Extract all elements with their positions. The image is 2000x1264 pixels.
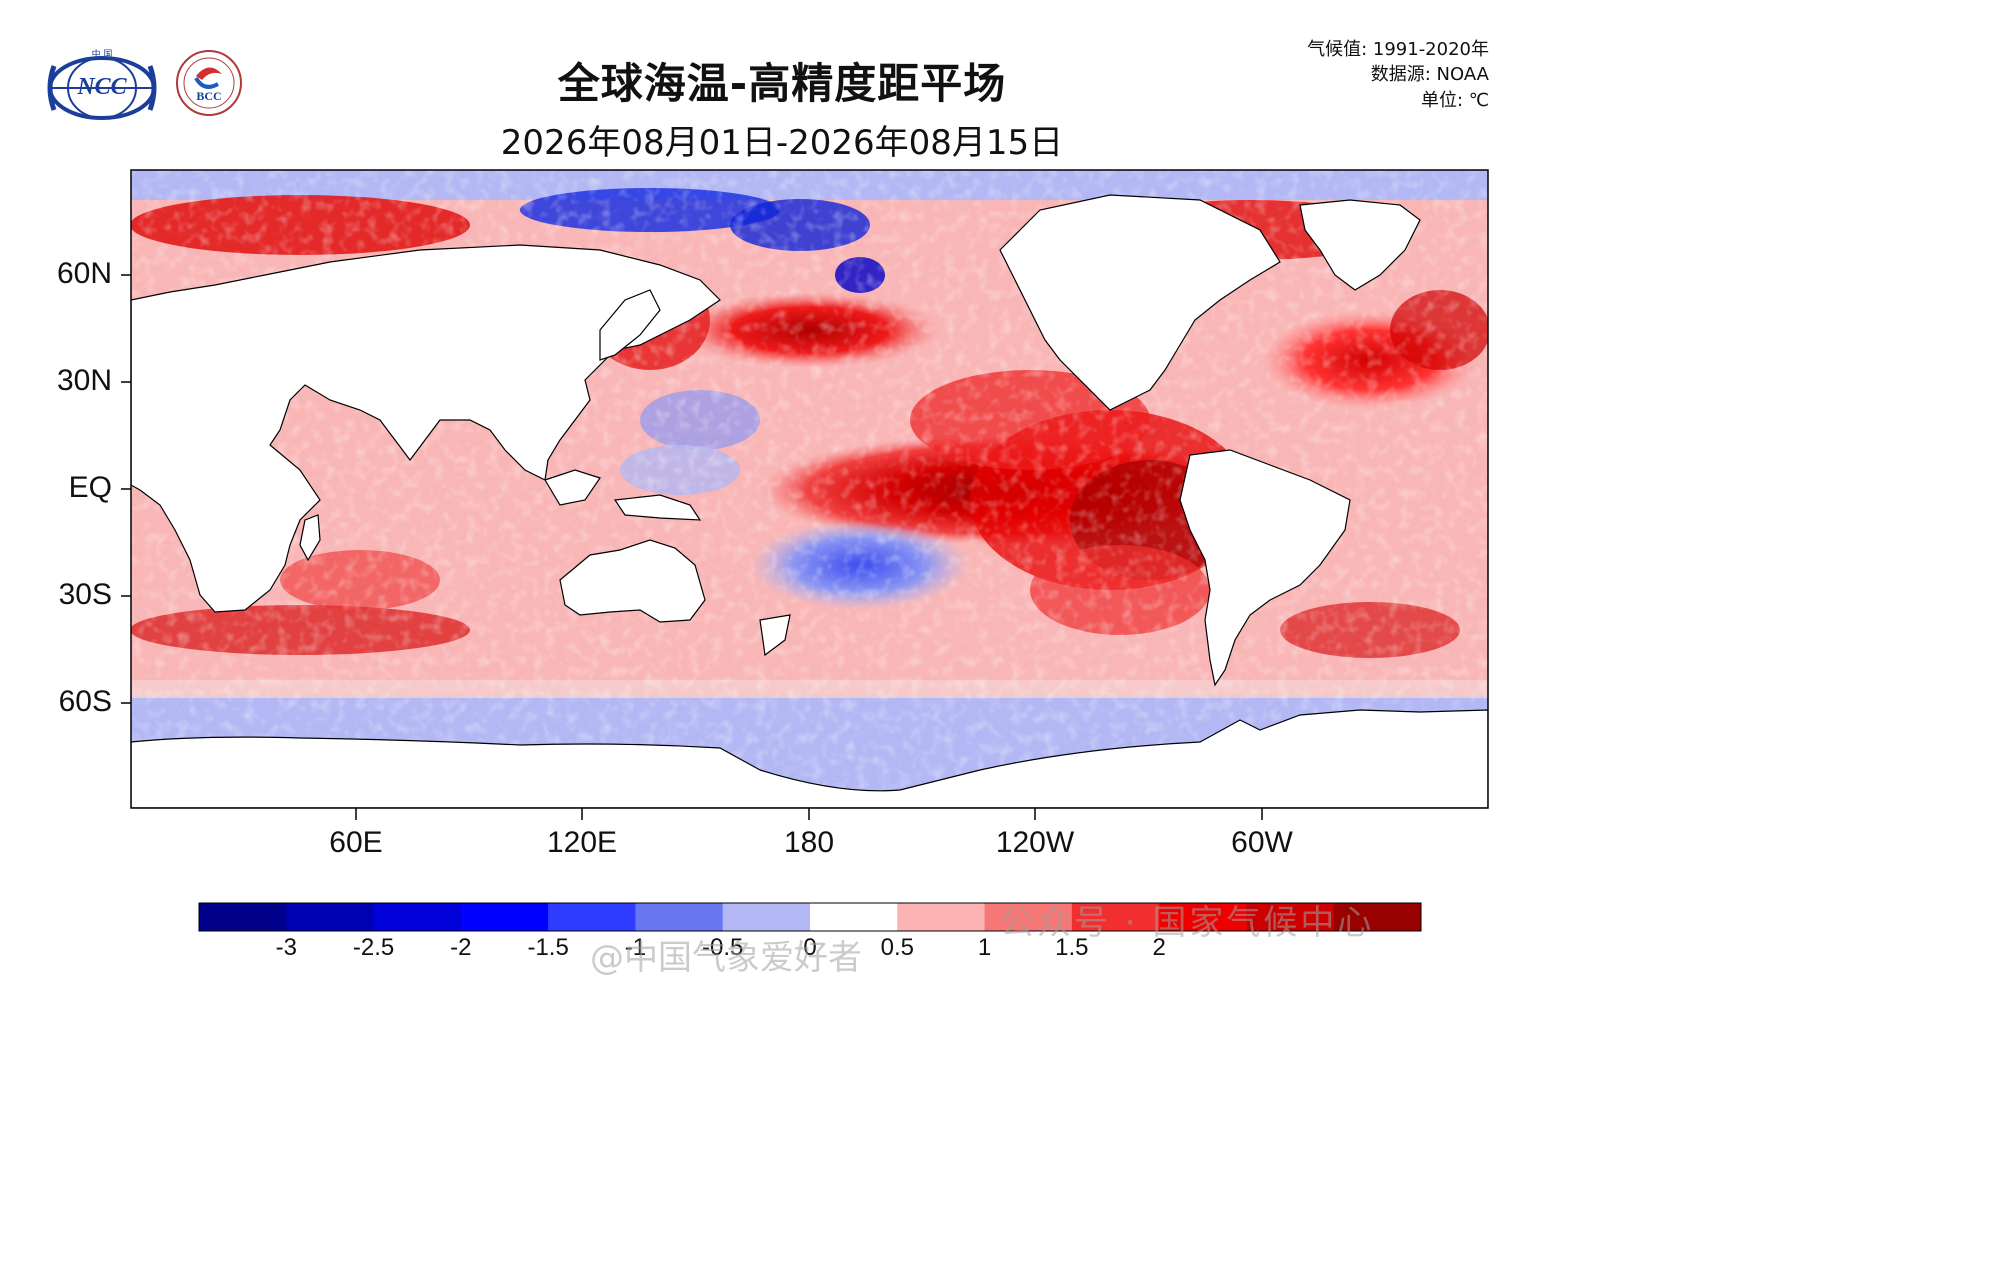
colorbar-tick-label: -2.5 xyxy=(352,934,395,961)
data-source-label: 数据源: NOAA xyxy=(1370,64,1489,85)
bcc-logo-text: BCC xyxy=(196,89,221,103)
colorbar-tick-label: 2 xyxy=(1152,934,1166,961)
colorbar-cell xyxy=(286,903,375,931)
lat-label-60s: 60S xyxy=(58,685,112,718)
lon-label-60e: 60E xyxy=(329,826,383,859)
colorbar-cell xyxy=(1159,903,1247,931)
colorbar-cell xyxy=(635,903,724,931)
colorbar xyxy=(198,902,1422,932)
colorbar-cell xyxy=(548,903,636,931)
colorbar-tick-label: 0.5 xyxy=(880,934,914,961)
colorbar-tick-label: 1.5 xyxy=(1055,934,1089,961)
map-date-range: 2026年08月01日-2026年08月15日 xyxy=(500,123,1064,163)
colorbar-cell xyxy=(810,903,898,931)
colorbar-cells xyxy=(199,903,1422,931)
colorbar-cell xyxy=(1071,903,1160,931)
anomaly-field xyxy=(131,170,1488,808)
lat-label-30s: 30S xyxy=(58,578,112,611)
ncc-logo-top: 中 国 xyxy=(92,48,113,60)
colorbar-cell xyxy=(722,903,811,931)
colorbar-tick-label: 1 xyxy=(977,934,992,961)
weibo-watermark: @中国气象爱好者 xyxy=(590,938,862,978)
lon-label-120w: 120W xyxy=(995,826,1075,859)
colorbar-tick-label: -1.5 xyxy=(527,934,569,961)
ncc-logo-text: NCC xyxy=(76,74,127,100)
colorbar-cell xyxy=(1333,903,1422,931)
unit-label: 单位: ℃ xyxy=(1420,90,1489,111)
continents xyxy=(131,194,1488,808)
colorbar-tick-label: -0.5 xyxy=(702,934,744,961)
colorbar-tick-label: -1 xyxy=(624,934,647,961)
lat-label-eq: EQ xyxy=(68,471,112,504)
lat-label-60n: 60N xyxy=(56,257,112,290)
lat-ticks xyxy=(121,274,131,704)
wechat-watermark: 公众号 · 国家气候中心 xyxy=(1000,903,1375,943)
colorbar-tick-label: -2 xyxy=(450,934,472,961)
colorbar-cell xyxy=(1246,903,1335,931)
colorbar-cell xyxy=(897,903,986,931)
colorbar-cell xyxy=(984,903,1073,931)
lon-label-60w: 60W xyxy=(1231,826,1293,859)
lon-ticks xyxy=(355,808,1263,820)
lon-label-120e: 120E xyxy=(546,826,618,859)
colorbar-cell xyxy=(460,903,549,931)
colorbar-cell xyxy=(373,903,462,931)
colorbar-tick-label: -3 xyxy=(275,934,297,961)
colorbar-frame xyxy=(198,902,1422,932)
lat-label-30n: 30N xyxy=(56,364,112,397)
colorbar-tick-label: 0 xyxy=(803,934,817,961)
colorbar-cell xyxy=(199,903,287,931)
sst-anomaly-map xyxy=(121,169,1489,820)
map-title: 全球海温-高精度距平场 xyxy=(557,59,1007,108)
bcc-logo: BCC xyxy=(176,50,242,116)
climatology-label: 气候值: 1991-2020年 xyxy=(1307,39,1489,60)
lon-label-180: 180 xyxy=(783,826,835,859)
ncc-logo: NCC 中 国 xyxy=(47,48,157,120)
